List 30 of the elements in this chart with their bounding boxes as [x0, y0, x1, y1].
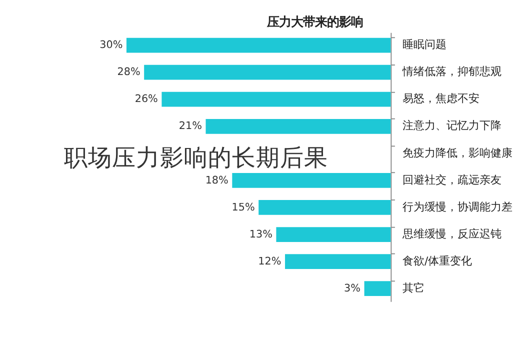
- y-tick-label: 其它: [402, 281, 425, 294]
- y-tick-label: 情绪低落，抑郁悲观: [402, 65, 502, 78]
- bar: [276, 227, 391, 242]
- data-label: 15%: [232, 201, 255, 214]
- y-tick-label: 回避社交，疏远亲友: [402, 173, 502, 186]
- bar: [206, 118, 391, 134]
- bar: [232, 173, 391, 188]
- bar: [126, 38, 391, 53]
- y-tick-label: 免疫力降低，影响健康: [402, 146, 513, 160]
- data-label: 3%: [344, 282, 361, 294]
- data-label: 13%: [249, 228, 273, 240]
- data-label: 21%: [178, 120, 202, 132]
- bar: [285, 254, 391, 269]
- y-tick-label: 思维缓慢，反应迟钝: [402, 227, 502, 240]
- data-label: 26%: [134, 93, 158, 106]
- data-label: 30%: [100, 39, 123, 52]
- bar: [258, 200, 391, 215]
- y-tick-label: 行为缓慢，协调能力差: [402, 200, 513, 214]
- chart-title: 压力大带来的影响: [266, 14, 364, 29]
- annotation: 职场压力影响的长期后果: [64, 144, 328, 172]
- y-tick-label: 食欲/体重变化: [402, 254, 472, 268]
- bar: [364, 281, 391, 296]
- data-label: 12%: [258, 255, 282, 268]
- y-tick-label: 易怒，焦虑不安: [402, 92, 480, 106]
- y-tick-label: 睡眠问题: [402, 38, 447, 52]
- y-tick-label: 注意力、记忆力下降: [402, 119, 502, 132]
- bar: [162, 92, 391, 107]
- bar: [144, 64, 391, 80]
- data-label: 18%: [205, 174, 229, 186]
- data-label: 28%: [117, 66, 140, 78]
